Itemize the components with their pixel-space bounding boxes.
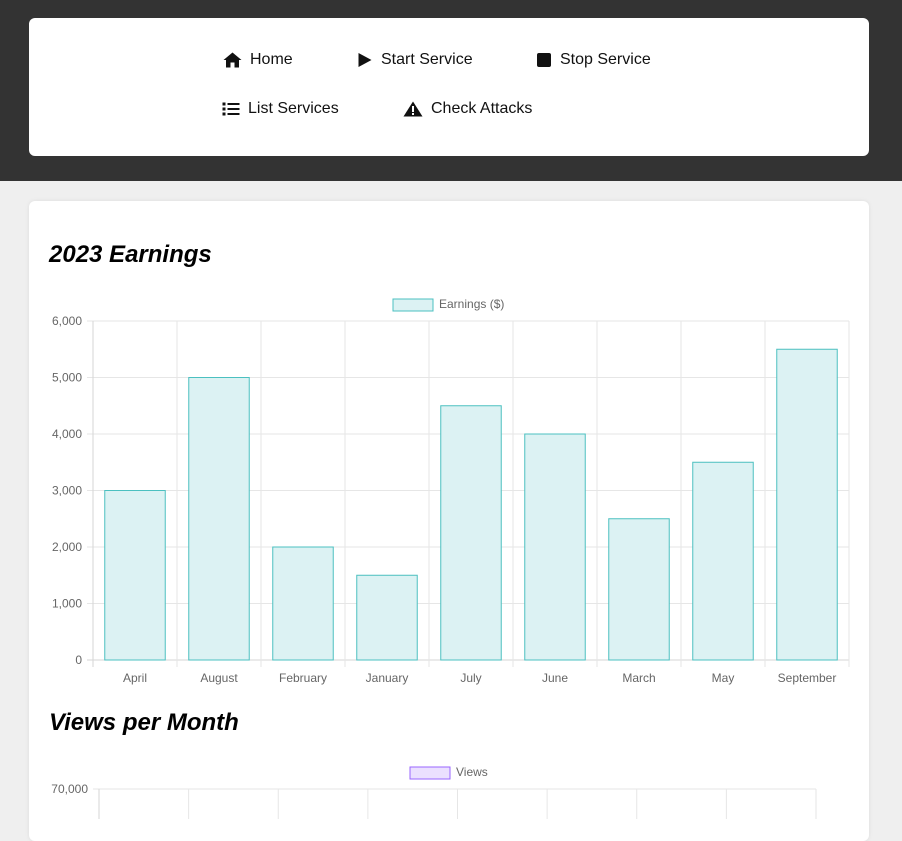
bar-june [524, 433, 586, 661]
bar-may [692, 461, 754, 661]
bar-august [188, 377, 250, 661]
home-icon [223, 52, 242, 68]
views-chart: Views 70,000 [51, 765, 817, 819]
y-tick-label: 6,000 [52, 314, 82, 328]
warning-icon [403, 101, 423, 117]
nav-check-attacks-label: Check Attacks [431, 100, 533, 117]
x-tick-label: February [279, 671, 327, 685]
list-icon [222, 102, 240, 116]
x-tick-label: January [366, 671, 409, 685]
nav-check-attacks-link[interactable]: Check Attacks [403, 100, 532, 118]
bar-july [440, 405, 502, 661]
nav-stop-service-label: Stop Service [560, 51, 651, 68]
y-tick-label: 0 [75, 653, 82, 667]
bar-january [356, 574, 418, 661]
nav-list-services-label: List Services [248, 100, 339, 117]
y-tick-label: 5,000 [52, 371, 82, 385]
content-card: 2023 Earnings Earnings ($) 0 1,000 2,000 3,0… [29, 201, 869, 841]
nav-home-label: Home [250, 51, 293, 68]
legend-label: Earnings ($) [439, 297, 504, 311]
y-tick-label: 70,000 [51, 782, 88, 796]
bar-april [104, 490, 166, 661]
nav-home-link[interactable]: Home [223, 51, 293, 69]
top-header: Home Start Service Stop Service List S [0, 0, 902, 181]
nav-card: Home Start Service Stop Service List S [29, 18, 869, 156]
views-title: Views per Month [49, 709, 239, 736]
legend-label: Views [456, 765, 488, 779]
nav-start-service-link[interactable]: Start Service [357, 51, 473, 69]
nav-start-service-label: Start Service [381, 51, 473, 68]
x-tick-label: May [712, 671, 735, 685]
x-tick-label: September [778, 671, 837, 685]
legend-swatch [409, 766, 451, 780]
x-tick-label: August [200, 671, 238, 685]
bar-february [272, 546, 334, 661]
y-tick-label: 2,000 [52, 540, 82, 554]
play-icon [358, 53, 372, 67]
y-tick-label: 4,000 [52, 427, 82, 441]
earnings-title: 2023 Earnings [49, 241, 212, 268]
y-tick-label: 1,000 [52, 597, 82, 611]
x-tick-label: March [622, 671, 655, 685]
nav-list-services-link[interactable]: List Services [222, 100, 339, 118]
x-tick-label: April [123, 671, 147, 685]
nav-stop-service-link[interactable]: Stop Service [536, 51, 651, 69]
x-tick-label: July [460, 671, 481, 685]
stop-icon [537, 53, 551, 67]
x-tick-label: June [542, 671, 568, 685]
earnings-chart: Earnings ($) 0 1,000 2,000 3,000 4,000 5,000 6,… [52, 297, 850, 685]
bar-march [608, 518, 670, 661]
bar-september [776, 348, 838, 661]
legend-swatch [392, 298, 434, 312]
y-tick-label: 3,000 [52, 484, 82, 498]
